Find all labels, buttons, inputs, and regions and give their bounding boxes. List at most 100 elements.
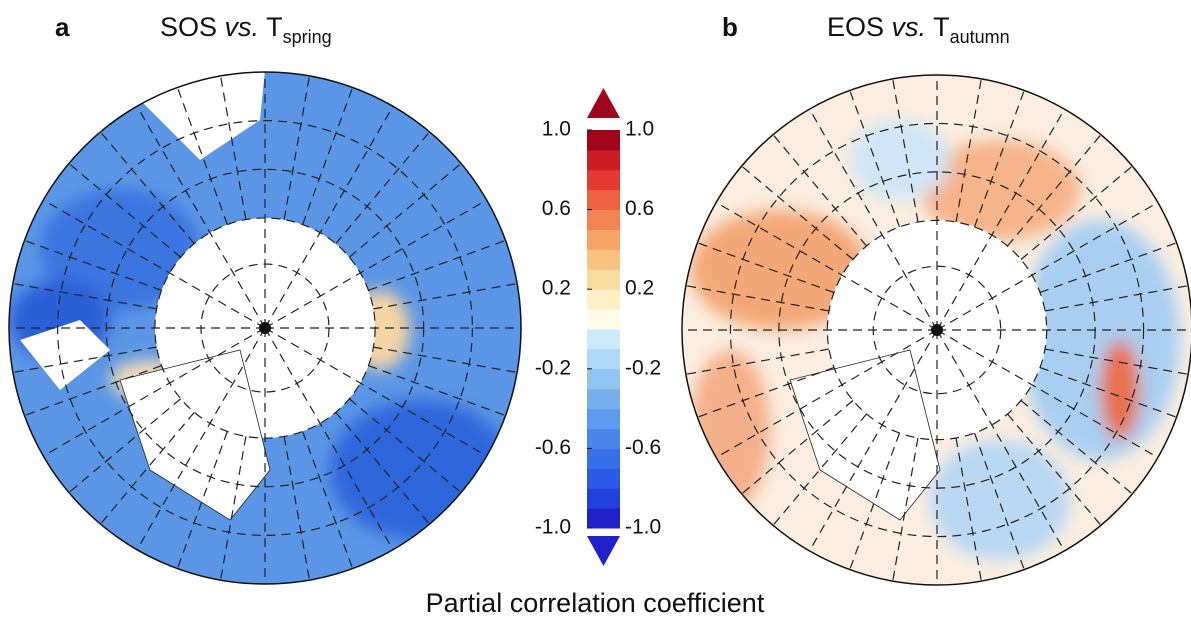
colorbar-segment bbox=[587, 448, 620, 469]
colorbar-segment bbox=[587, 189, 620, 211]
meridian bbox=[1039, 366, 1177, 418]
meridian bbox=[302, 87, 354, 225]
meridian bbox=[973, 90, 1025, 228]
colorbar-segment bbox=[587, 508, 620, 529]
colorbar-segment bbox=[587, 209, 620, 230]
meridian bbox=[685, 285, 830, 312]
meridian bbox=[715, 329, 938, 459]
meridian bbox=[741, 165, 854, 260]
meridian bbox=[283, 75, 311, 220]
meridian bbox=[368, 365, 506, 417]
meridian bbox=[892, 437, 919, 582]
colorbar-arrow-bottom bbox=[587, 536, 620, 566]
colorbar-segment bbox=[587, 130, 620, 151]
meridian bbox=[12, 346, 157, 374]
meridian bbox=[808, 329, 938, 552]
colorbar-segment bbox=[587, 329, 620, 350]
meridian bbox=[99, 411, 195, 525]
meridian bbox=[373, 346, 518, 374]
colorbar-tick-label: -1.0 bbox=[535, 516, 571, 539]
colorbar-segment bbox=[587, 428, 620, 449]
meridian bbox=[849, 432, 901, 570]
colorbar-tick-label: -0.2 bbox=[535, 356, 571, 379]
meridian bbox=[348, 398, 462, 494]
meridian bbox=[12, 282, 157, 310]
meridian bbox=[264, 327, 394, 551]
colorbar-segment bbox=[587, 289, 620, 310]
panel-label: b bbox=[722, 12, 738, 42]
meridian bbox=[136, 327, 266, 551]
meridian bbox=[176, 431, 228, 569]
meridian bbox=[335, 411, 431, 525]
meridian bbox=[42, 199, 266, 329]
colorbar-tick-label: -0.2 bbox=[625, 356, 661, 379]
panel-label: a bbox=[55, 12, 70, 42]
meridian bbox=[955, 437, 982, 582]
meridian bbox=[373, 282, 518, 310]
colorbar-tick-label: -1.0 bbox=[625, 516, 661, 539]
colorbar-title: Partial correlation coefficient bbox=[426, 588, 765, 618]
colorbar-tick-label: -0.6 bbox=[625, 436, 661, 459]
colorbar-segment bbox=[587, 368, 620, 390]
graticule bbox=[9, 72, 1191, 585]
latitude-line bbox=[729, 122, 1145, 538]
meridian bbox=[264, 199, 488, 329]
meridian bbox=[772, 413, 867, 526]
colorbar-segment bbox=[587, 269, 620, 290]
meridian bbox=[302, 431, 354, 569]
meridian bbox=[335, 131, 431, 245]
meridian bbox=[42, 327, 266, 457]
meridian bbox=[136, 105, 266, 329]
meridian bbox=[936, 201, 1159, 331]
colorbar-tick-label: 0.6 bbox=[625, 197, 654, 220]
meridian bbox=[219, 75, 247, 220]
meridian bbox=[1039, 242, 1177, 294]
meridian bbox=[697, 242, 835, 294]
meridian bbox=[697, 366, 835, 418]
colorbar-segment bbox=[587, 149, 620, 171]
colorbar-arrow-top bbox=[587, 88, 620, 118]
meridian bbox=[973, 432, 1025, 570]
panel-title: SOS vs. Tspring bbox=[160, 12, 332, 47]
colorbar-tick-label: 1.0 bbox=[625, 118, 654, 141]
colorbar-tick-label: 1.0 bbox=[542, 118, 571, 141]
meridian bbox=[283, 436, 311, 581]
meridian bbox=[264, 105, 394, 329]
meridian bbox=[936, 329, 1066, 552]
colorbar-segment bbox=[587, 408, 620, 429]
meridian bbox=[368, 239, 506, 291]
colorbar: 1.0 1.0 0.6 0.6 0.2 0.2 -0.2 -0.2 -0.6 -0.6 -1.0 -1… bbox=[535, 88, 661, 566]
meridian bbox=[1044, 348, 1189, 375]
colorbar-segment bbox=[587, 348, 620, 370]
colorbar-segment bbox=[587, 249, 620, 270]
meridian bbox=[936, 108, 1066, 331]
colorbar-tick-label: 0.2 bbox=[625, 277, 654, 300]
colorbar-segment bbox=[587, 388, 620, 410]
meridian bbox=[715, 201, 938, 331]
latitude-line bbox=[57, 120, 473, 536]
meridian bbox=[955, 78, 982, 223]
meridian bbox=[1007, 413, 1102, 526]
meridian bbox=[1020, 165, 1133, 260]
meridian bbox=[348, 162, 462, 258]
colorbar-segment bbox=[587, 169, 620, 191]
colorbar-tick-label: -0.6 bbox=[535, 436, 571, 459]
colorbar-segment bbox=[587, 229, 620, 250]
colorbar-tick-label: 0.2 bbox=[542, 277, 571, 300]
colorbar-tick-label: 0.6 bbox=[542, 197, 571, 220]
meridian bbox=[176, 87, 228, 225]
colorbar-segment bbox=[587, 488, 620, 509]
meridian bbox=[1020, 400, 1133, 495]
meridian bbox=[68, 398, 182, 494]
meridian bbox=[68, 162, 182, 258]
meridian bbox=[219, 436, 247, 581]
pole bbox=[259, 322, 271, 334]
panel-title: EOS vs. Tautumn bbox=[827, 12, 1010, 47]
meridian bbox=[849, 90, 901, 228]
meridian bbox=[99, 131, 195, 245]
meridian bbox=[892, 78, 919, 223]
colorbar-segment bbox=[587, 468, 620, 489]
meridian bbox=[741, 400, 854, 495]
meridian bbox=[936, 329, 1159, 459]
